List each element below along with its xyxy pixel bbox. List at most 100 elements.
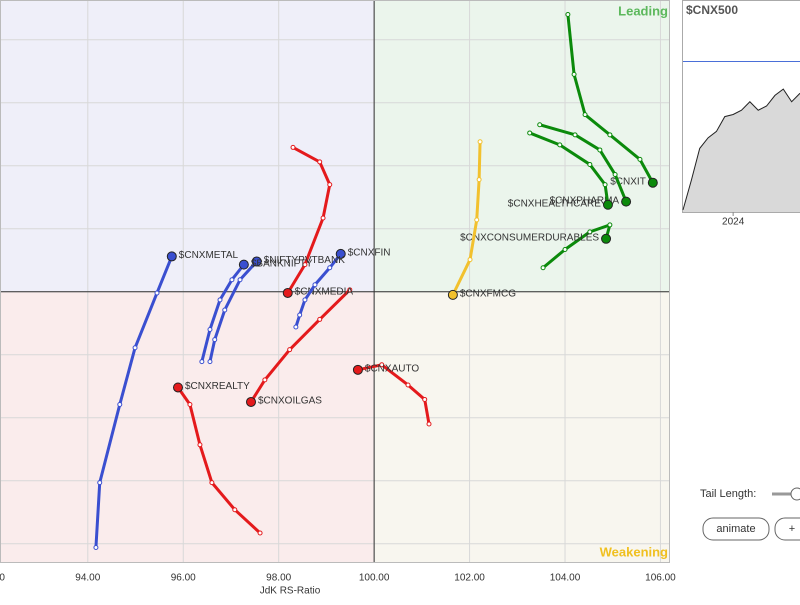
button-text: +: [789, 523, 795, 535]
head-point: [622, 197, 631, 206]
tail-point: [208, 360, 212, 364]
x-tick-label: 94.00: [75, 573, 100, 584]
tail-point: [572, 72, 576, 76]
tail-point: [598, 148, 602, 152]
head-point: [173, 383, 182, 392]
tail-point: [230, 278, 234, 282]
tail-point: [528, 131, 532, 135]
tail-point: [198, 443, 202, 447]
tail-point: [558, 143, 562, 147]
tail-point: [303, 298, 307, 302]
inset-title: $CNX500: [686, 3, 738, 17]
tail-point: [573, 133, 577, 137]
tail-point: [613, 173, 617, 177]
quadrant-label: Weakening: [600, 544, 668, 559]
tail-point: [328, 183, 332, 187]
x-tick-label: 98.00: [266, 573, 291, 584]
tail-length-label: Tail Length:: [700, 488, 756, 500]
tail-point: [468, 258, 472, 262]
head-point: [448, 290, 457, 299]
series-label: $CNXOILGAS: [258, 396, 322, 407]
tail-point: [318, 317, 322, 321]
head-point: [353, 365, 362, 374]
tail-point: [588, 162, 592, 166]
tail-point: [298, 313, 302, 317]
tail-point: [423, 397, 427, 401]
tail-point: [288, 348, 292, 352]
head-point: [648, 178, 657, 187]
head-point: [167, 252, 176, 261]
series-label: $BANKNIFTY: [251, 258, 313, 269]
inset-tick-label: 2024: [722, 217, 745, 228]
x-tick-label: 96.00: [171, 573, 196, 584]
tail-point: [200, 360, 204, 364]
tail-point: [155, 291, 159, 295]
tail-point: [603, 183, 607, 187]
tail-point: [294, 325, 298, 329]
x-tick-label: 92.00: [0, 573, 5, 584]
series-label: $CNXAUTO: [365, 363, 419, 374]
animate-button[interactable]: animate: [703, 518, 769, 540]
tail-point: [321, 216, 325, 220]
x-tick-label: 104.00: [550, 573, 581, 584]
quadrant-lagging: [0, 292, 374, 562]
tail-point: [638, 157, 642, 161]
plus-button[interactable]: +: [775, 518, 800, 540]
quadrant-weakening: [374, 292, 670, 562]
button-text: animate: [716, 523, 755, 535]
series-label: $CNXMETAL: [179, 250, 239, 261]
tail-point: [213, 338, 217, 342]
series-label: $CNXFIN: [348, 248, 391, 259]
quadrant-label: Leading: [618, 3, 668, 18]
tail-point: [406, 383, 410, 387]
series-label: $CNXREALTY: [185, 381, 250, 392]
tail-point: [566, 12, 570, 16]
tail-point: [210, 481, 214, 485]
series-label: $CNXFMCG: [460, 289, 516, 300]
head-point: [283, 288, 292, 297]
tail-point: [478, 140, 482, 144]
x-tick-label: 106.00: [645, 573, 676, 584]
x-tick-label: 100.00: [359, 573, 390, 584]
x-tick-label: 102.00: [454, 573, 485, 584]
tail-point: [477, 178, 481, 182]
tail-point: [583, 113, 587, 117]
x-axis-label: JdK RS-Ratio: [260, 586, 321, 597]
tail-point: [475, 218, 479, 222]
series-label: $CNXHEALTHCARE: [508, 198, 601, 209]
slider-thumb[interactable]: [791, 488, 800, 500]
tail-point: [133, 346, 137, 350]
tail-point: [263, 378, 267, 382]
tail-point: [223, 308, 227, 312]
head-point: [603, 200, 612, 209]
inset-chart: 2024 $CNX500: [683, 1, 800, 228]
tail-point: [291, 145, 295, 149]
tail-point: [328, 266, 332, 270]
button-frame: [775, 518, 800, 540]
tail-point: [563, 247, 567, 251]
head-point: [239, 260, 248, 269]
tail-point: [258, 531, 262, 535]
series-label: $CNXMEDIA: [295, 287, 354, 298]
tail-point: [208, 328, 212, 332]
tail-point: [538, 123, 542, 127]
plot: 92.00 94.00 96.00 98.00 100.00 102.00 104.00 10…: [0, 0, 676, 584]
quadrant-improving: [0, 0, 374, 292]
series-label: $CNXCONSUMERDURABLES: [460, 232, 599, 243]
tail-point: [608, 133, 612, 137]
tail-point: [608, 223, 612, 227]
tail-point: [118, 402, 122, 406]
tail-point: [313, 283, 317, 287]
tail-point: [238, 278, 242, 282]
tail-point: [541, 266, 545, 270]
tail-point: [233, 508, 237, 512]
tail-point: [188, 402, 192, 406]
tail-point: [427, 422, 431, 426]
head-point: [602, 234, 611, 243]
tail-point: [94, 546, 98, 550]
tail-point: [318, 160, 322, 164]
tail-point: [98, 481, 102, 485]
head-point: [247, 397, 256, 406]
